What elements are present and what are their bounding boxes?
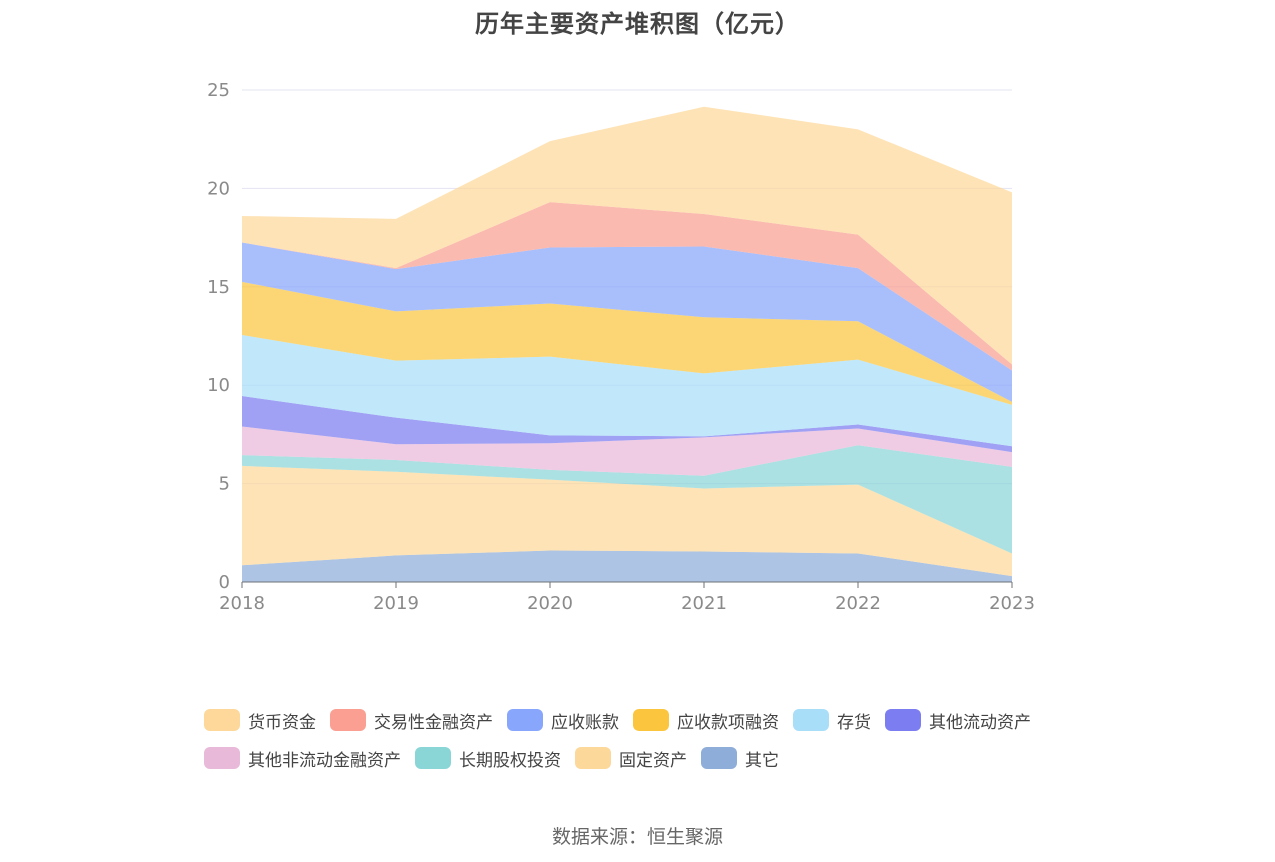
legend-item[interactable]: 其它 <box>701 746 779 771</box>
legend-label: 其它 <box>745 750 779 771</box>
axes: 0 5 10 15 20 25 2018 2019 2020 2021 2022 2023 <box>207 80 1035 614</box>
legend-label: 其他非流动金融资产 <box>248 750 401 771</box>
chart-legend: 货币资金 交易性金融资产 应收账款 应收款项融资 存货 其他流动资产其他非流动金融资产 长期… <box>204 708 1104 771</box>
y-tick-label: 25 <box>207 80 230 101</box>
y-tick-label: 15 <box>207 277 230 298</box>
legend-swatch <box>415 747 451 769</box>
legend-item[interactable]: 其他流动资产 <box>885 708 1031 733</box>
area-series-5 <box>242 335 1012 447</box>
legend-item[interactable]: 交易性金融资产 <box>330 708 493 733</box>
legend-swatch <box>204 747 240 769</box>
area-series-2 <box>242 445 1012 554</box>
legend-item[interactable]: 应收账款 <box>507 708 619 733</box>
area-series-9 <box>242 106 1012 365</box>
legend-swatch <box>793 709 829 731</box>
area-series-0 <box>242 550 1012 582</box>
legend-item[interactable]: 长期股权投资 <box>415 746 561 771</box>
y-tick-label: 0 <box>219 572 230 593</box>
legend-swatch <box>507 709 543 731</box>
legend-item[interactable]: 固定资产 <box>575 746 687 771</box>
legend-swatch <box>701 747 737 769</box>
legend-item[interactable]: 应收款项融资 <box>633 708 779 733</box>
legend-label: 货币资金 <box>248 712 316 733</box>
x-tick-label: 2022 <box>835 593 881 614</box>
area-series-1 <box>242 465 1012 577</box>
legend-label: 固定资产 <box>619 750 687 771</box>
legend-item[interactable]: 货币资金 <box>204 708 316 733</box>
legend-swatch <box>885 709 921 731</box>
y-tick-label: 5 <box>219 474 230 495</box>
legend-label: 应收款项融资 <box>677 712 779 733</box>
area-series-7 <box>242 242 1012 402</box>
legend-item[interactable]: 存货 <box>793 708 871 733</box>
x-tick-label: 2020 <box>527 593 573 614</box>
legend-label: 长期股权投资 <box>459 750 561 771</box>
data-source-note: 数据来源：恒生聚源 <box>551 826 723 848</box>
area-series-3 <box>242 426 1012 476</box>
legend-swatch <box>204 709 240 731</box>
x-tick-label: 2019 <box>373 593 419 614</box>
legend-swatch <box>330 709 366 731</box>
legend-label: 应收账款 <box>551 712 619 733</box>
chart-title: 历年主要资产堆积图（亿元） <box>475 10 800 38</box>
legend-label: 交易性金融资产 <box>374 712 493 733</box>
area-series-layer <box>242 106 1012 582</box>
legend-swatch <box>633 709 669 731</box>
legend-label: 其他流动资产 <box>929 712 1031 733</box>
legend-item[interactable]: 其他非流动金融资产 <box>204 746 401 771</box>
area-series-8 <box>242 202 1012 371</box>
area-series-4 <box>242 396 1012 453</box>
x-tick-label: 2018 <box>219 593 265 614</box>
y-tick-label: 10 <box>207 375 230 396</box>
legend-swatch <box>575 747 611 769</box>
x-tick-label: 2023 <box>989 593 1035 614</box>
legend-label: 存货 <box>837 712 871 733</box>
area-series-6 <box>242 281 1012 405</box>
y-tick-label: 20 <box>207 178 230 199</box>
x-tick-label: 2021 <box>681 593 727 614</box>
stacked-area-chart: 0 5 10 15 20 25 2018 2019 2020 2021 2022 2023 <box>207 80 1035 614</box>
